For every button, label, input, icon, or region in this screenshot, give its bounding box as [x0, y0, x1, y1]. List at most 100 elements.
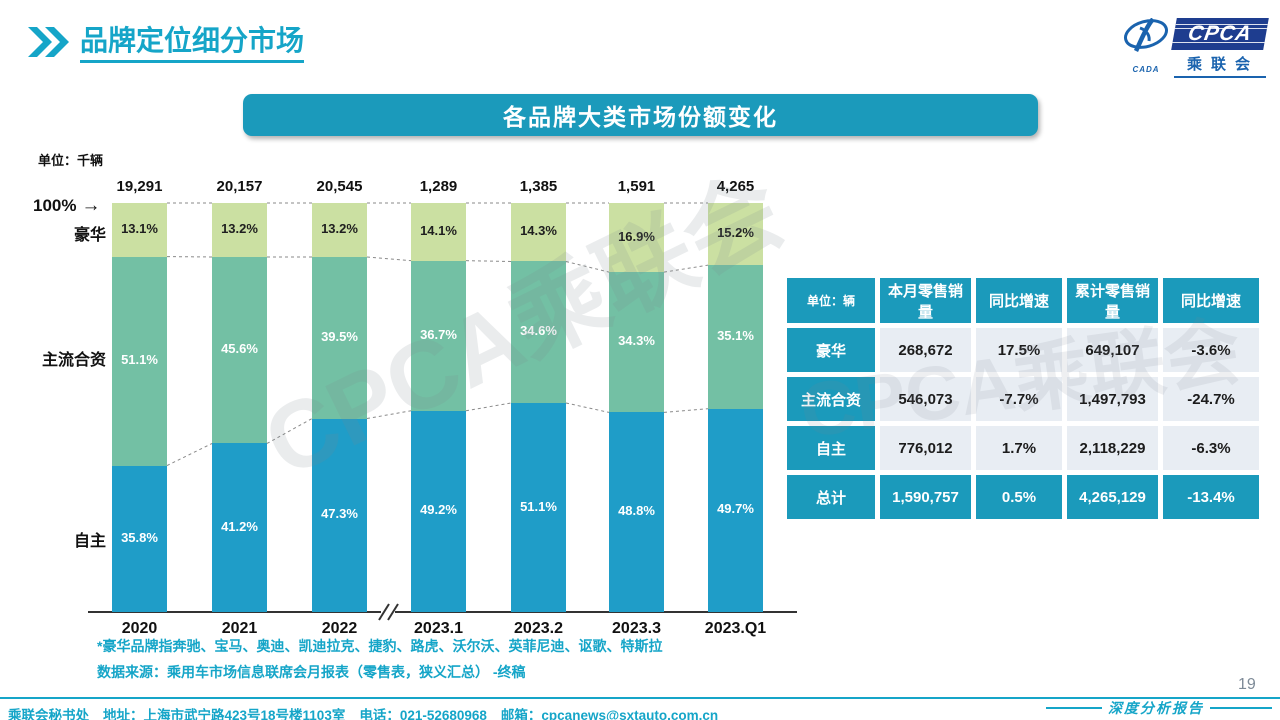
- x-axis-label: 2022: [321, 620, 358, 637]
- bar-percent-label: 34.6%: [520, 323, 557, 339]
- table-cell: -7.7%: [976, 377, 1062, 421]
- table-header-cumulative-retail: 累计零售销量: [1067, 278, 1158, 323]
- series-label-jv: 主流合资: [41, 352, 106, 369]
- row-label: 豪华: [787, 328, 875, 372]
- footer-email: 邮箱：cpcanews@sxtauto.com.cn: [500, 708, 719, 720]
- bar-total-value: 1,289: [419, 178, 458, 195]
- bar-percent-label: 51.1%: [520, 498, 557, 514]
- footer-divider: [0, 697, 1280, 699]
- bar-total-value: 20,545: [316, 178, 363, 195]
- bar-segment-series: [511, 203, 566, 262]
- bar-percent-label: 47.3%: [321, 506, 358, 522]
- x-axis-label: 2021: [221, 620, 258, 637]
- bar-segment-series: [212, 256, 267, 444]
- page-number: 19: [1238, 676, 1256, 693]
- bar-total-value: 4,265: [716, 178, 755, 195]
- table-cell: 1.7%: [976, 426, 1062, 470]
- bar-segment-series: [708, 408, 763, 612]
- bar-segment-series: [212, 203, 267, 257]
- chart-unit-label: 单位：千辆: [38, 153, 104, 168]
- footnote-data-source: 数据来源：乘用车市场信息联席会月报表（零售表，狭义汇总） -终稿: [97, 664, 526, 680]
- table-cell: 546,073: [880, 377, 971, 421]
- table-cell: -24.7%: [1163, 377, 1259, 421]
- table-cell: 2,118,229: [1067, 426, 1158, 470]
- footer-address: 地址：上海市武宁路423号18号楼1103室: [103, 708, 346, 720]
- bar-percent-label: 34.3%: [618, 333, 655, 349]
- bar-total-value: 19,291: [116, 178, 163, 195]
- bar-percent-label: 36.7%: [420, 326, 457, 342]
- bar-segment-series: [511, 403, 566, 612]
- table-cell: 1,590,757: [880, 475, 971, 519]
- bar-percent-label: 13.2%: [321, 220, 358, 236]
- bar-total-value: 1,385: [519, 178, 558, 195]
- bar-segment-series: [112, 256, 167, 466]
- bar-percent-label: 48.8%: [618, 503, 655, 519]
- bar-percent-label: 15.2%: [717, 225, 754, 241]
- report-label: 深度分析报告: [1108, 702, 1204, 717]
- summary-table: 单位：辆 本月零售销量 同比增速 累计零售销量 同比增速 豪华 268,672 …: [782, 273, 1264, 524]
- bar-percent-label: 13.1%: [121, 220, 158, 236]
- series-label-luxury: 豪华: [73, 227, 106, 244]
- double-chevron-icon: [28, 26, 70, 63]
- bar-percent-label: 39.5%: [321, 328, 358, 344]
- bar-segment-series: [411, 203, 466, 261]
- report-line-left: [1046, 707, 1102, 709]
- bar-percent-label: 49.7%: [717, 501, 754, 517]
- x-axis-label: 2023.3: [612, 620, 661, 637]
- bar-segment-series: [708, 265, 763, 409]
- table-cell: -6.3%: [1163, 426, 1259, 470]
- table-header-unit: 单位：辆: [787, 278, 875, 323]
- table-row-total: 总计 1,590,757 0.5% 4,265,129 -13.4%: [787, 475, 1259, 519]
- emblem-caption: CADA: [1132, 65, 1160, 74]
- table-cell: 649,107: [1067, 328, 1158, 372]
- footer-phone: 电话：021-52680968: [359, 708, 487, 720]
- table-cell: 4,265,129: [1067, 475, 1158, 519]
- table-cell: 17.5%: [976, 328, 1062, 372]
- table-cell: 776,012: [880, 426, 971, 470]
- bar-segment-series: [112, 465, 167, 612]
- report-line-right: [1210, 707, 1272, 709]
- row-label: 总计: [787, 475, 875, 519]
- bar-percent-label: 35.8%: [121, 529, 158, 545]
- footer-secretariat: 乘联会秘书处: [8, 708, 89, 720]
- bar-percent-label: 45.6%: [221, 341, 258, 357]
- row-label: 自主: [787, 426, 875, 470]
- x-axis-label: 2023.2: [514, 620, 563, 637]
- bar-percent-label: 13.2%: [221, 220, 258, 236]
- cpca-emblem-icon: CADA: [1122, 17, 1170, 74]
- bar-segment-series: [312, 203, 367, 257]
- bar-segment-series: [312, 256, 367, 419]
- slide-header: 品牌定位细分市场: [28, 25, 305, 63]
- footnote-luxury-brands: *豪华品牌指奔驰、宝马、奥迪、凯迪拉克、捷豹、路虎、沃尔沃、英菲尼迪、讴歌、特斯…: [97, 638, 663, 654]
- table-cell: -3.6%: [1163, 328, 1259, 372]
- row-label: 主流合资: [787, 377, 875, 421]
- footer-contact: 乘联会秘书处 地址：上海市武宁路423号18号楼1103室 电话：021-526…: [8, 704, 718, 720]
- table-cell: 0.5%: [976, 475, 1062, 519]
- bar-segment-series: [609, 203, 664, 273]
- table-cell: -13.4%: [1163, 475, 1259, 519]
- cpca-logo: CADA CPCA 乘联会: [1122, 17, 1269, 80]
- page-title: 品牌定位细分市场: [80, 25, 305, 63]
- table-row-jv: 主流合资 546,073 -7.7% 1,497,793 -24.7%: [787, 377, 1259, 421]
- x-axis-label: 2023.1: [414, 620, 463, 637]
- bar-segment-series: [312, 418, 367, 612]
- axis-100-label: 100% →: [33, 195, 101, 216]
- table-header-yoy-growth-cum: 同比增速: [1163, 278, 1259, 323]
- table-cell: 1,497,793: [1067, 377, 1158, 421]
- bar-segment-series: [212, 443, 267, 612]
- bar-percent-label: 49.2%: [420, 502, 457, 518]
- bar-percent-label: 16.9%: [618, 228, 655, 244]
- bar-percent-label: 14.1%: [420, 222, 457, 238]
- bar-segment-series: [411, 410, 466, 612]
- x-axis-label: 2023.Q1: [704, 620, 767, 637]
- bar-percent-label: 14.3%: [520, 223, 557, 239]
- bar-percent-label: 51.1%: [121, 352, 158, 368]
- report-label-block: 深度分析报告: [1046, 698, 1272, 718]
- series-label-domestic: 自主: [73, 533, 106, 550]
- bar-segment-series: [511, 261, 566, 403]
- bar-total-value: 1,591: [617, 178, 656, 195]
- x-axis-label: 2020: [121, 620, 158, 637]
- bar-segment-series: [609, 412, 664, 612]
- table-cell: 268,672: [880, 328, 971, 372]
